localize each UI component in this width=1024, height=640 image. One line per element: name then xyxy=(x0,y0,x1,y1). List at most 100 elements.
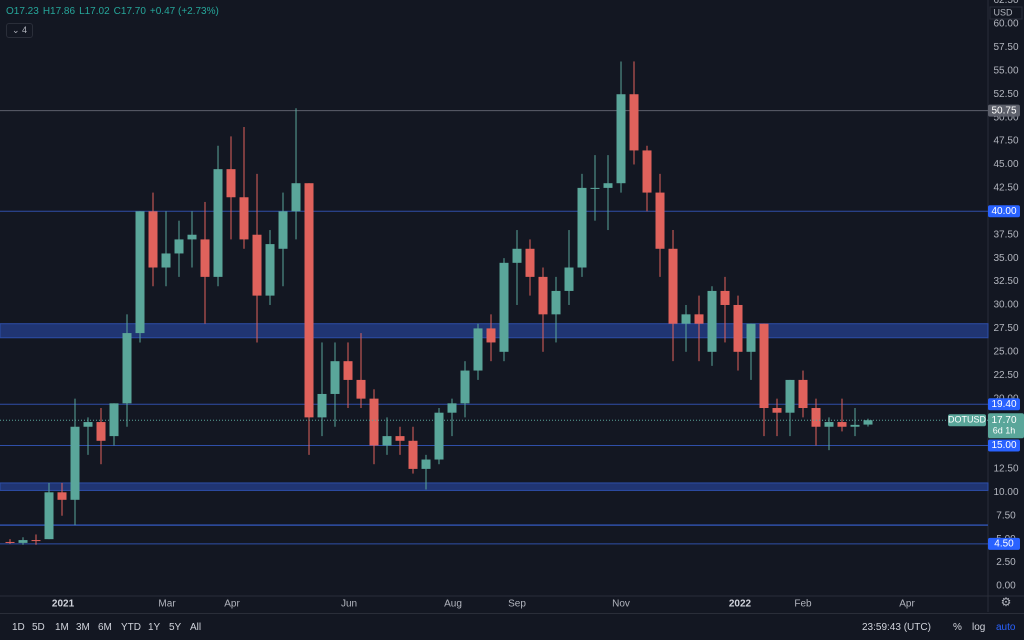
change-label: +0.47 (+2.73%) xyxy=(149,6,219,17)
candle-body xyxy=(5,541,15,543)
y-tick-label: 7.50 xyxy=(996,510,1016,521)
range-button[interactable]: 1M xyxy=(55,622,69,633)
y-tick-label: 60.00 xyxy=(993,19,1018,30)
x-tick-label: Aug xyxy=(444,599,462,610)
candle-body xyxy=(135,211,145,334)
candle-body xyxy=(161,253,171,268)
range-button[interactable]: 5Y xyxy=(169,622,182,633)
x-tick-label: Mar xyxy=(158,599,176,610)
candle-body xyxy=(733,304,743,352)
x-tick-label: 2022 xyxy=(729,599,752,610)
indicators-toggle[interactable]: ⌄ 4 xyxy=(6,23,34,38)
y-tick-label: 22.50 xyxy=(993,370,1018,381)
level-tag xyxy=(988,439,1020,452)
candle-body xyxy=(421,459,431,469)
close-label: C17.70 xyxy=(113,6,146,17)
candle-body xyxy=(395,436,405,441)
chart: 0.002.505.007.5010.0012.5015.0017.5020.0… xyxy=(0,0,1024,612)
candle-body xyxy=(577,187,587,268)
candle-body xyxy=(369,398,379,446)
candle-body xyxy=(447,403,457,413)
x-tick-label: Jun xyxy=(341,599,357,610)
bottom-toolbar: 1D 5D 1M 3M 6M YTD 1Y 5Y All 23:59:43 (UTC)% log au… xyxy=(0,613,1024,640)
y-tick-label: 10.00 xyxy=(993,487,1018,498)
y-tick-label: 0.00 xyxy=(996,581,1016,592)
candle-body xyxy=(434,412,444,460)
candle-body xyxy=(486,328,496,343)
candle-body xyxy=(642,150,652,193)
range-button[interactable]: YTD xyxy=(121,622,141,633)
candle-body xyxy=(655,192,665,249)
level-tag xyxy=(988,205,1020,218)
candle-body xyxy=(798,379,808,409)
candle-body xyxy=(538,276,548,315)
candle-body xyxy=(668,248,678,324)
candle-body xyxy=(460,370,470,404)
clock: 23:59:43 (UTC) xyxy=(862,622,931,633)
candle-body xyxy=(356,379,366,399)
settings-icon: ⚙ xyxy=(1001,595,1012,609)
y-tick-label: 57.50 xyxy=(993,42,1018,53)
zone xyxy=(0,482,989,491)
y-tick-label: 55.00 xyxy=(993,65,1018,76)
candle-body xyxy=(44,492,54,540)
candle-body xyxy=(122,333,132,404)
range-button[interactable]: 5D xyxy=(32,622,45,633)
y-tick-label: 47.50 xyxy=(993,136,1018,147)
y-tick-label: 35.00 xyxy=(993,253,1018,264)
x-tick-label: Feb xyxy=(794,599,812,610)
range-button[interactable]: All xyxy=(190,622,202,633)
candle-body xyxy=(720,290,730,305)
candle-body xyxy=(278,211,288,249)
y-tick-label: 62.50 xyxy=(993,0,1018,6)
candle-body xyxy=(694,314,704,324)
level-label: 15.00 xyxy=(991,440,1016,451)
candle-body xyxy=(512,248,522,263)
candle-body xyxy=(96,422,106,441)
open-label: O17.23 xyxy=(6,6,39,17)
y-tick-label: 42.50 xyxy=(993,183,1018,194)
candle-body xyxy=(213,169,223,277)
range-button[interactable]: 1Y xyxy=(148,622,161,633)
log-toggle[interactable]: log xyxy=(972,622,986,633)
x-tick-label: Apr xyxy=(899,599,915,610)
y-tick-label: 27.50 xyxy=(993,323,1018,334)
candle-body xyxy=(603,183,613,188)
candle-body xyxy=(408,440,418,469)
candle-body xyxy=(265,244,275,296)
y-tick-label: 45.00 xyxy=(993,159,1018,170)
level-label: 50.75 xyxy=(991,105,1016,116)
y-tick-label: 30.00 xyxy=(993,300,1018,311)
candle-body xyxy=(18,540,28,543)
y-tick-label: 50.00 xyxy=(993,112,1018,123)
range-button[interactable]: 3M xyxy=(76,622,90,633)
y-tick-label: 32.50 xyxy=(993,276,1018,287)
candle-body xyxy=(291,183,301,212)
candle-body xyxy=(200,239,210,277)
price-tag xyxy=(988,413,1024,439)
candle-body xyxy=(681,314,691,324)
candle-body xyxy=(629,94,639,151)
high-label: H17.86 xyxy=(42,6,76,17)
y-tick-label: 52.50 xyxy=(993,89,1018,100)
countdown-label: 6d 1h xyxy=(993,426,1016,436)
currency-tag xyxy=(989,6,1023,20)
x-tick-label: Nov xyxy=(612,599,630,610)
percent-toggle[interactable]: % xyxy=(953,622,962,633)
candle-body xyxy=(252,234,262,296)
candle-body xyxy=(590,187,600,189)
candle-body xyxy=(824,422,834,427)
candle-body xyxy=(382,436,392,446)
auto-toggle[interactable]: auto xyxy=(996,622,1016,633)
x-tick-label: Apr xyxy=(224,599,240,610)
candle-body xyxy=(343,361,353,380)
ohlc-header: O17.23 H17.86 L17.02 C17.70 +0.47 (+2.73%) xyxy=(6,6,223,17)
candle-body xyxy=(239,197,249,240)
candle-body xyxy=(564,267,574,291)
range-button[interactable]: 1D xyxy=(12,622,25,633)
candle-body xyxy=(174,239,184,254)
range-button[interactable]: 6M xyxy=(98,622,112,633)
candle-body xyxy=(616,94,626,184)
low-label: L17.02 xyxy=(79,6,110,17)
